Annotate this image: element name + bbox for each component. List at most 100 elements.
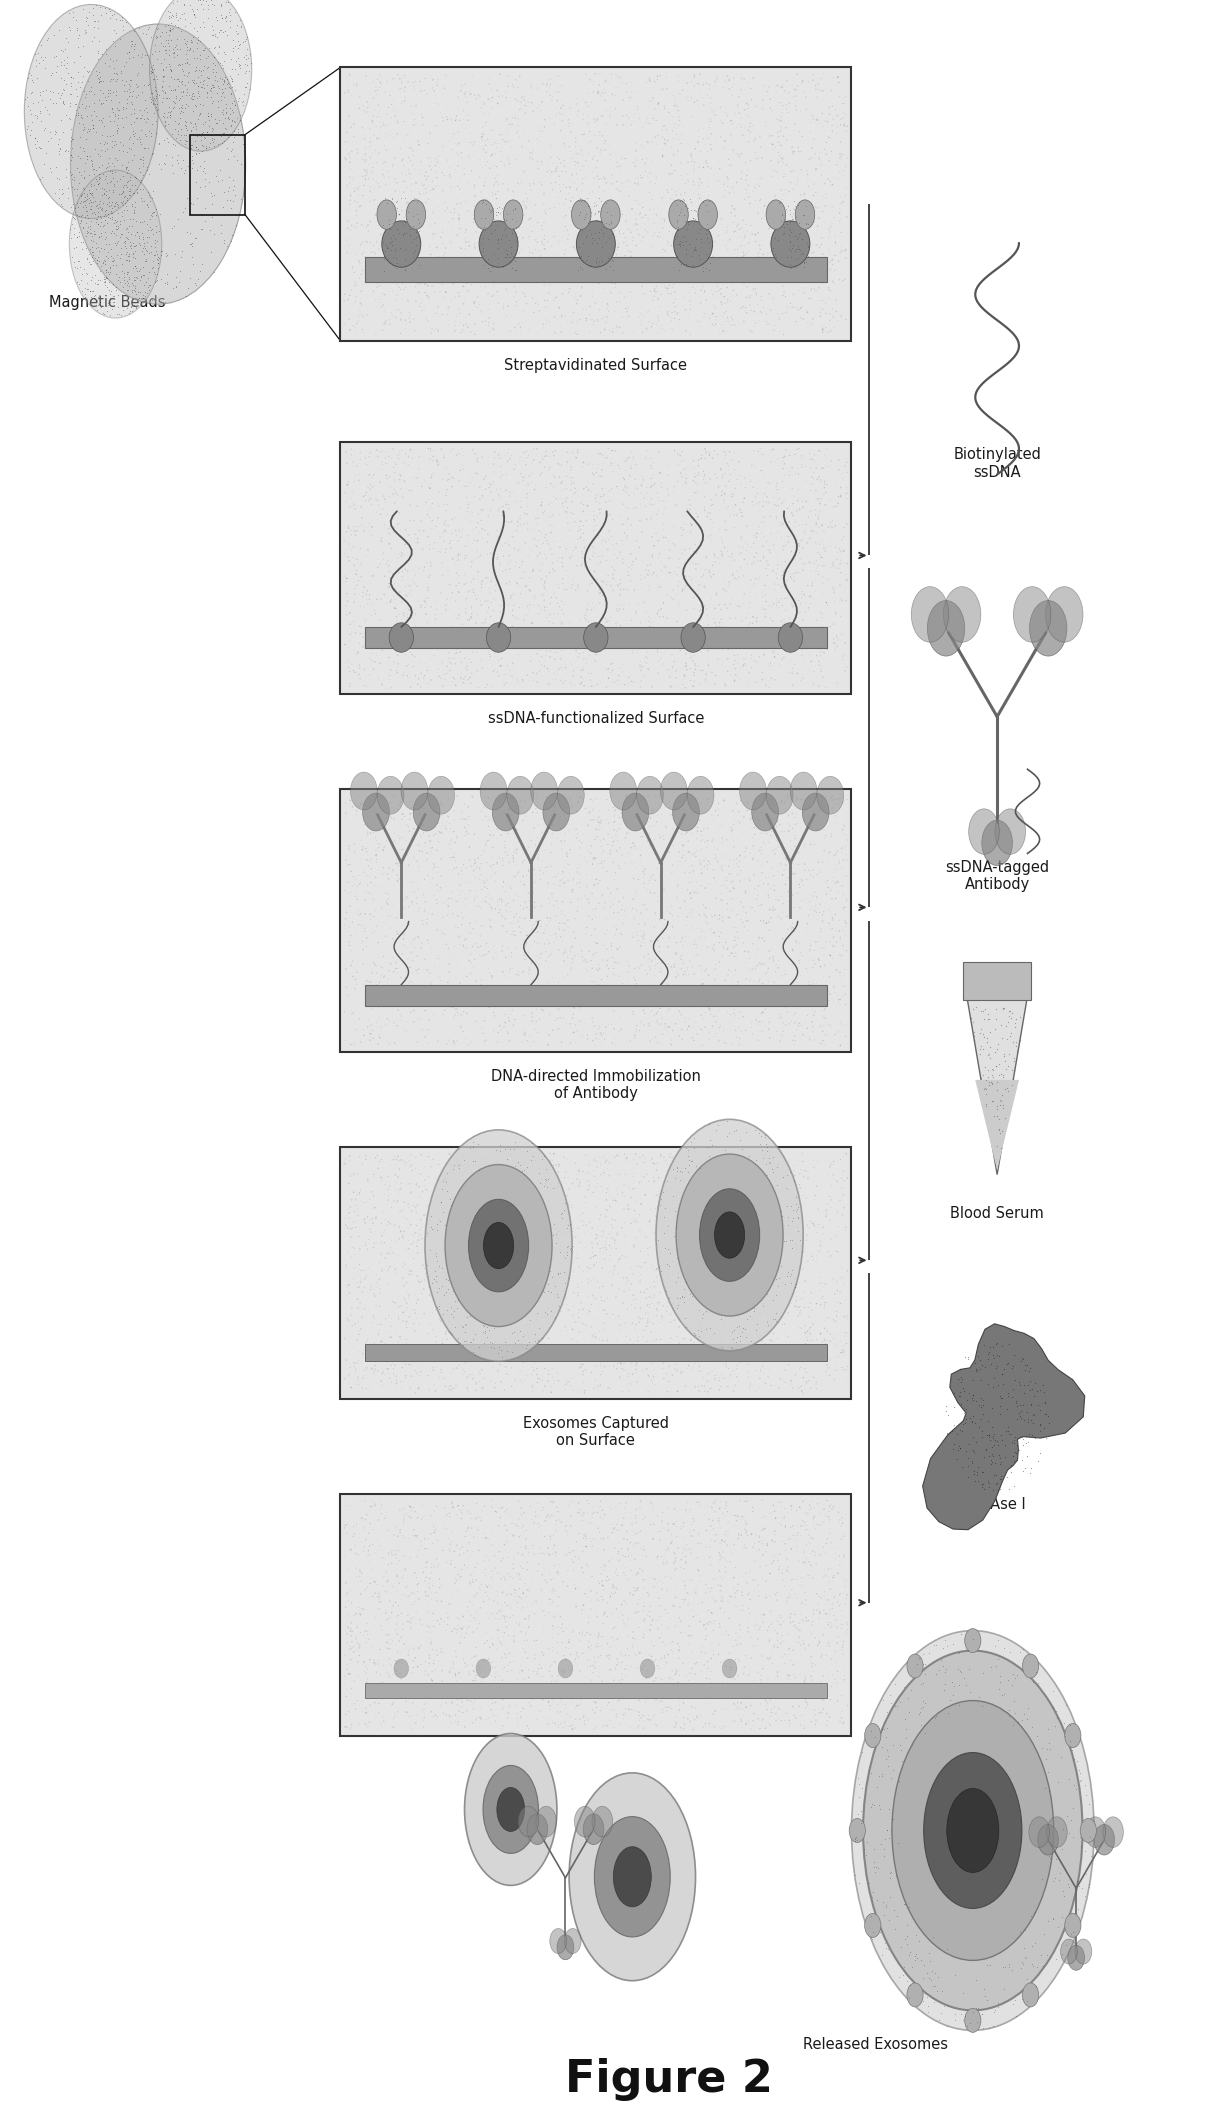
Point [682,433,702,467]
Point [447,1498,467,1532]
Point [573,118,592,151]
Point [741,288,760,322]
Point [564,997,584,1031]
Point [576,145,596,179]
Point [573,139,592,173]
Point [465,189,484,223]
Point [831,1006,850,1039]
Ellipse shape [1065,1913,1081,1938]
Point [426,1506,445,1540]
Point [569,503,589,537]
Point [693,67,713,101]
Point [698,823,717,856]
Point [795,1664,815,1698]
Point [627,1347,647,1380]
Point [428,781,447,814]
Point [460,945,479,978]
Point [666,208,686,242]
Point [730,1666,749,1700]
Point [737,297,756,330]
Point [500,1025,519,1058]
Point [831,1576,850,1610]
Point [557,1515,576,1549]
Point [462,545,482,579]
Point [565,1643,585,1677]
Point [592,1018,612,1052]
Point [479,1220,499,1254]
Point [449,292,468,326]
Point [604,951,624,985]
Point [821,1008,840,1041]
Point [479,82,499,116]
Point [786,1290,805,1323]
Point [793,507,812,541]
Point [494,865,513,898]
Point [786,797,805,831]
Point [482,1330,501,1363]
Point [531,120,551,154]
Point [713,1193,732,1227]
Point [430,95,450,128]
Point [766,955,786,989]
Point [119,42,139,76]
Point [671,1332,691,1365]
Point [123,250,142,284]
Point [345,1517,365,1551]
Point [422,1576,441,1610]
Point [158,80,178,114]
Point [751,888,771,922]
Point [548,909,568,943]
Point [668,1145,687,1178]
Point [385,1553,405,1586]
Point [653,109,672,143]
Point [409,854,428,888]
Point [676,1275,696,1309]
Point [101,82,120,116]
Point [519,1601,539,1635]
Point [519,854,539,888]
Point [589,947,608,980]
Point [365,1191,384,1225]
Point [703,250,722,284]
Point [438,656,457,690]
Point [642,244,662,278]
Point [796,80,816,114]
Point [692,818,711,852]
Point [582,1025,602,1058]
Point [516,943,535,976]
Point [811,932,831,966]
Point [732,1315,751,1349]
Point [153,29,173,63]
Point [223,32,242,65]
Point [696,833,715,867]
Point [807,810,827,844]
Point [368,1286,388,1319]
Point [486,1605,506,1639]
Point [669,1641,688,1675]
Point [490,882,510,915]
Point [553,97,573,130]
Point [488,886,507,919]
Point [792,154,811,187]
Point [348,955,367,989]
Point [778,1195,798,1229]
Point [193,11,213,44]
Point [388,865,407,898]
Point [356,1338,376,1372]
Point [519,1685,539,1719]
Point [505,532,524,566]
Point [103,118,123,151]
Point [192,213,212,246]
Point [713,1496,732,1530]
Point [654,1639,674,1673]
Point [465,1326,484,1359]
Point [473,564,492,598]
Point [556,156,575,189]
Point [356,1696,376,1729]
Point [822,1591,841,1624]
Point [685,924,704,957]
Point [619,661,638,694]
Point [779,1218,799,1252]
Point [602,210,621,244]
Point [756,1711,776,1744]
